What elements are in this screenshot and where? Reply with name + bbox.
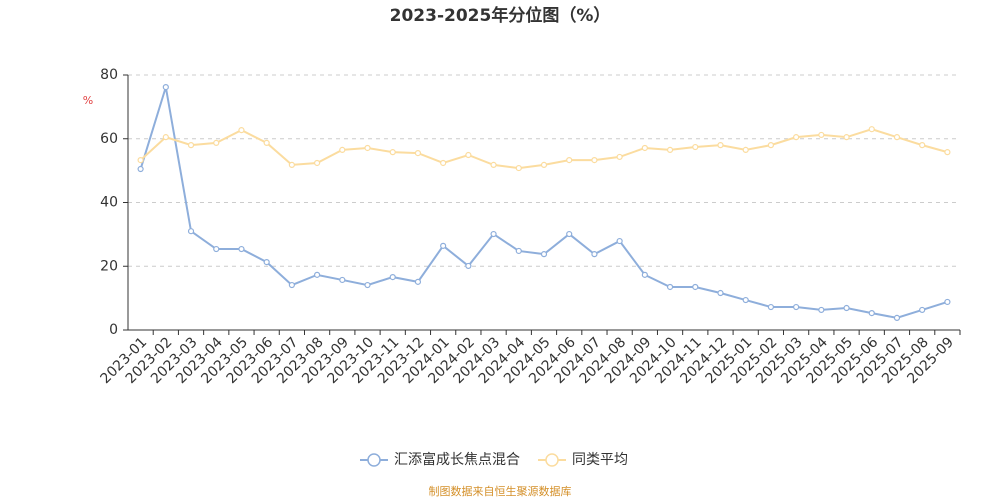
point (793, 303, 800, 311)
point (288, 281, 295, 289)
point (767, 142, 775, 149)
legend-label: 汇添富成长焦点混合 (394, 451, 520, 468)
point (616, 153, 623, 161)
point (515, 164, 522, 172)
point (944, 298, 951, 306)
legend-label: 同类平均 (572, 452, 628, 468)
point (339, 146, 346, 154)
point (137, 157, 144, 164)
point (793, 134, 800, 141)
point (137, 165, 144, 173)
point (843, 304, 850, 312)
point (515, 247, 522, 255)
y-axis-label: % (83, 94, 93, 107)
point (364, 144, 371, 152)
y-tick-label: 60 (100, 131, 118, 147)
legend-item[interactable]: 汇添富成长焦点混合 (360, 451, 520, 468)
point (162, 134, 169, 141)
point (213, 245, 220, 253)
y-tick-label: 80 (100, 67, 118, 83)
point (641, 144, 648, 152)
point (187, 228, 195, 235)
point (767, 303, 775, 311)
point (843, 134, 850, 141)
point (540, 251, 548, 258)
point (187, 142, 195, 149)
chart-title: 2023-2025年分位图（%） (390, 5, 611, 26)
point (692, 143, 699, 151)
point (616, 237, 623, 245)
point (742, 296, 749, 304)
point (717, 142, 724, 149)
point (389, 149, 396, 156)
point (440, 242, 447, 249)
y-tick-label: 20 (100, 258, 118, 274)
point (591, 157, 598, 164)
point (666, 146, 674, 154)
point (465, 262, 472, 270)
point (868, 126, 875, 133)
point (414, 278, 422, 285)
legend-marker (367, 453, 381, 467)
point (313, 159, 321, 167)
point (919, 306, 926, 314)
point (692, 283, 699, 291)
point (465, 151, 472, 159)
point (666, 283, 674, 291)
point (389, 273, 396, 281)
point (717, 289, 724, 297)
legend-item[interactable]: 同类平均 (538, 452, 628, 468)
point (944, 149, 951, 156)
point (818, 131, 825, 139)
point (893, 314, 901, 321)
point (641, 271, 648, 278)
point (566, 230, 573, 238)
y-tick-label: 0 (109, 322, 118, 338)
point (490, 161, 497, 168)
point (818, 306, 825, 314)
legend-marker (545, 453, 559, 467)
point (213, 139, 220, 146)
point (440, 159, 447, 167)
point (238, 127, 245, 134)
source-note: 制图数据来自恒生聚源数据库 (429, 484, 572, 498)
y-tick-label: 40 (100, 195, 118, 211)
point (414, 149, 422, 157)
point (339, 276, 346, 284)
point (893, 134, 901, 141)
point (490, 230, 497, 238)
point (566, 157, 573, 164)
point (288, 161, 295, 168)
point (868, 310, 875, 317)
point (364, 281, 371, 289)
point (238, 245, 245, 253)
point (263, 139, 270, 146)
point (162, 84, 169, 91)
point (263, 259, 270, 266)
point (591, 251, 598, 258)
point (313, 271, 321, 278)
point (540, 161, 548, 168)
point (742, 146, 749, 154)
point (919, 142, 926, 149)
